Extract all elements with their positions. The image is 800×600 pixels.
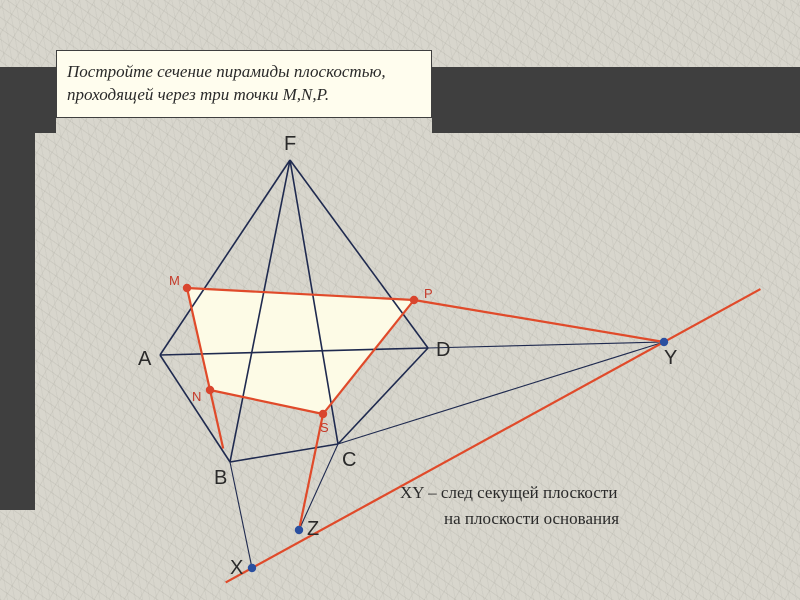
point-X	[248, 564, 256, 572]
label-Y: Y	[664, 347, 677, 369]
point-Y	[660, 338, 668, 346]
label-A: A	[138, 348, 152, 370]
point-N	[206, 386, 214, 394]
label-X: X	[230, 557, 243, 579]
label-Z: Z	[307, 518, 319, 540]
edge-BC	[230, 444, 338, 462]
label-C: C	[342, 449, 356, 471]
red-line-5	[414, 300, 664, 342]
ext-AD-Y	[428, 342, 664, 348]
label-S: S	[320, 420, 329, 435]
label-N: N	[192, 389, 201, 404]
caption-line-2: на плоскости основания	[444, 509, 619, 528]
point-S	[319, 410, 327, 418]
label-P: P	[424, 286, 433, 301]
ext-AB-X	[230, 462, 252, 568]
point-M	[183, 284, 191, 292]
caption-line-1: XY – след секущей плоскости	[400, 483, 617, 502]
point-Z	[295, 526, 303, 534]
label-M: M	[169, 273, 180, 288]
point-P	[410, 296, 418, 304]
label-D: D	[436, 339, 450, 361]
label-F: F	[284, 133, 296, 155]
label-B: B	[214, 467, 227, 489]
geometry-diagram: A B C D F M N P S X Z Y XY – след секущей плоскости…	[0, 0, 800, 600]
